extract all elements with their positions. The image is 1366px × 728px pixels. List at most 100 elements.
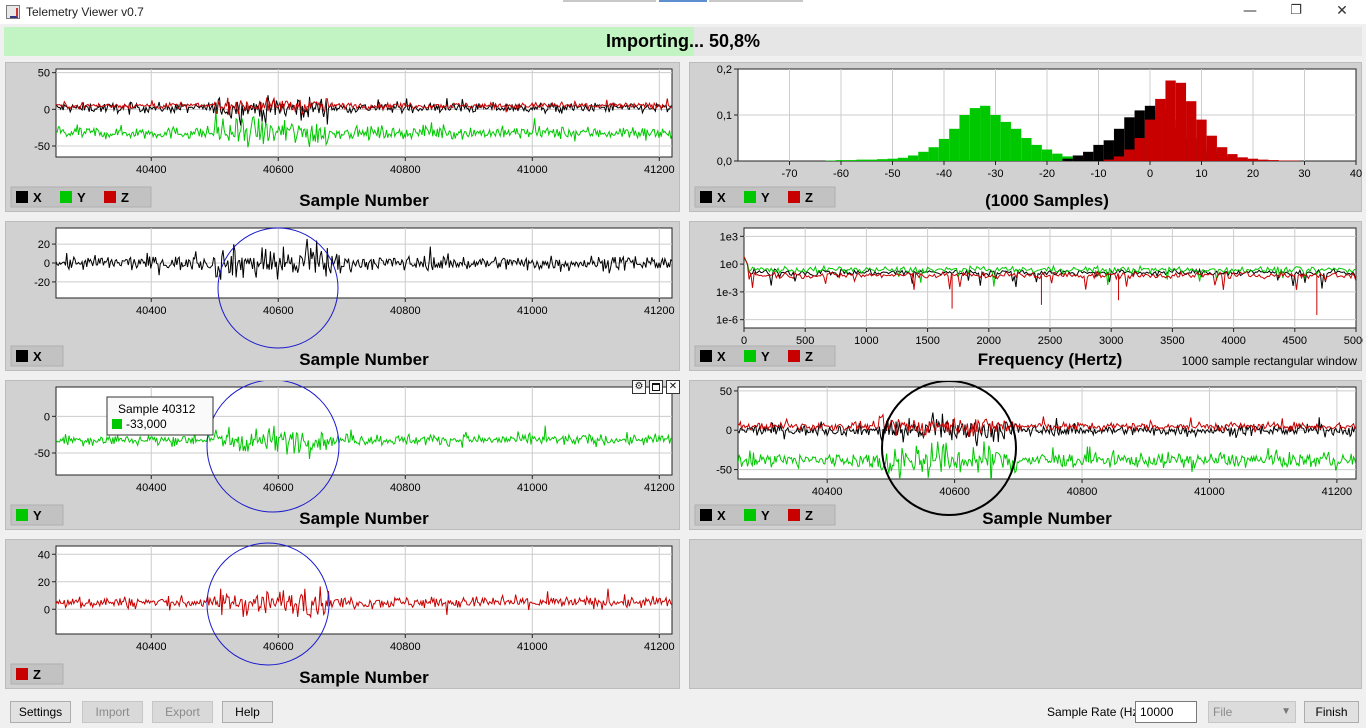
chart-panel-histogram[interactable]: -70 -60 -50 -40 -30 -20 -10 0 10 20 30 40 0,2 0,1 0,0 (… xyxy=(689,62,1362,212)
histogram-bar-z xyxy=(1227,154,1238,161)
histogram-bar-x xyxy=(1113,128,1125,161)
line-series-x xyxy=(56,238,672,280)
import-progress-bar: Importing... 50,8% xyxy=(4,27,1362,56)
title-bar-tab-mark xyxy=(563,0,656,2)
tick-label-y: -50 xyxy=(716,465,732,477)
histogram-bar-y xyxy=(907,155,919,161)
histogram-bar-x xyxy=(1134,110,1145,161)
tick-label-x: 0 xyxy=(1147,168,1153,180)
chart-panel-x-time[interactable]: 40400 40600 40800 41000 41200 20 0 -20 Sample Nu… xyxy=(5,221,680,371)
chart-svg-y_time: 40400 40600 40800 41000 41200 0 -50 Sample Numb… xyxy=(10,381,675,528)
highlight-ring xyxy=(217,227,339,349)
close-button[interactable]: ✕ xyxy=(1336,3,1348,19)
legend-label-z: Z xyxy=(805,349,813,364)
histogram-bar-y xyxy=(846,160,857,161)
legend-label-x: X xyxy=(33,190,42,205)
tick-label-x: 40400 xyxy=(136,305,167,317)
export-button[interactable]: Export xyxy=(152,701,213,723)
legend-label-x: X xyxy=(717,190,726,205)
series-group xyxy=(56,95,672,148)
histogram-bar-y xyxy=(1052,153,1063,161)
empty-chart-slot[interactable] xyxy=(689,539,1362,689)
minimize-button[interactable]: — xyxy=(1243,3,1257,19)
tick-label-x: 4500 xyxy=(1283,335,1307,347)
help-button[interactable]: Help xyxy=(222,701,273,723)
histogram-bar-x xyxy=(1103,140,1114,161)
chart-svg-xyz_time: 40400 40600 40800 41000 41200 50 0 -50 Sample Nu… xyxy=(10,68,675,210)
legend-swatch-z xyxy=(16,668,28,680)
histogram-bar-z xyxy=(1186,101,1197,161)
tick-label-x: 1500 xyxy=(915,335,939,347)
histogram-bar-z xyxy=(1206,135,1217,161)
chart-svg-x_time: 40400 40600 40800 41000 41200 20 0 -20 Sample Nu… xyxy=(10,227,675,369)
plot-area xyxy=(55,68,673,158)
histogram-bar-z xyxy=(1134,138,1145,161)
tick-label-x: 0 xyxy=(741,335,747,347)
legend-swatch-y xyxy=(60,191,72,203)
maximize-icon[interactable] xyxy=(649,380,663,394)
legend-label-y: Y xyxy=(761,508,770,523)
tick-label-x: 41000 xyxy=(517,641,548,653)
histogram-bar-y xyxy=(938,138,950,161)
histogram-bar-z xyxy=(1165,80,1176,161)
histogram-bar-y xyxy=(949,128,960,161)
fft-series-x xyxy=(744,256,1356,289)
tick-label-y: 0,2 xyxy=(717,64,732,76)
x-axis-label: Frequency (Hertz) xyxy=(978,350,1123,369)
highlight-ring xyxy=(881,381,1017,516)
tick-label-y: 0 xyxy=(44,104,50,116)
line-series-z xyxy=(56,96,672,115)
tick-label-y: 50 xyxy=(38,68,50,80)
import-button[interactable]: Import xyxy=(82,701,143,723)
settings-button[interactable]: Settings xyxy=(10,701,71,723)
histogram-bar-y xyxy=(866,159,878,161)
chart-panel-xyz-time[interactable]: 40400 40600 40800 41000 41200 50 0 -50 Sample Nu… xyxy=(5,62,680,212)
close-icon[interactable]: ✕ xyxy=(666,380,680,394)
tick-label-x: 3000 xyxy=(1099,335,1123,347)
chart-svg-z_time: 40400 40600 40800 41000 41200 40 20 0 Sample Num… xyxy=(10,542,675,687)
chart-panel-xyz-time-2[interactable]: 40400 40600 40800 41000 41200 50 0 -50 Sample Nu… xyxy=(689,380,1362,530)
tick-label-x: 40600 xyxy=(263,482,294,494)
tick-label-x: 40800 xyxy=(390,641,421,653)
tick-label-x: -40 xyxy=(936,168,952,180)
legend-label-y: Y xyxy=(761,349,770,364)
tick-label-x: -50 xyxy=(885,168,901,180)
tick-label-x: -10 xyxy=(1091,168,1107,180)
histogram-bar-z xyxy=(1144,119,1156,161)
histogram-bar-z xyxy=(1155,98,1166,161)
tick-label-x: 40600 xyxy=(263,641,294,653)
tick-label-x: -30 xyxy=(988,168,1004,180)
x-axis-label: (1000 Samples) xyxy=(985,191,1109,210)
restore-button[interactable]: ❐ xyxy=(1290,3,1302,18)
tick-label-x: 40800 xyxy=(1067,486,1098,498)
gear-icon[interactable]: ⚙ xyxy=(632,380,646,394)
tick-label-x: 41000 xyxy=(517,305,548,317)
port-select[interactable]: File ▼ xyxy=(1208,701,1296,723)
chart-panel-z-time[interactable]: 40400 40600 40800 41000 41200 40 20 0 Sample Num… xyxy=(5,539,680,689)
histogram-bar-x xyxy=(1062,158,1073,161)
histogram-bar-z xyxy=(1237,157,1248,161)
fft-series-z xyxy=(744,256,1356,290)
tick-label-x: 4000 xyxy=(1221,335,1245,347)
tick-label-x: 40400 xyxy=(136,482,167,494)
histogram-bar-y xyxy=(1031,144,1042,161)
legend-swatch-x xyxy=(700,509,712,521)
legend-label-x: X xyxy=(33,349,42,364)
sample-rate-input[interactable]: 10000 xyxy=(1135,701,1197,723)
legend-swatch-z xyxy=(104,191,116,203)
histogram-bar-x xyxy=(1072,155,1084,161)
tooltip-value: -33,000 xyxy=(126,417,167,431)
x-axis-label: Sample Number xyxy=(299,509,429,528)
tick-label-y: -20 xyxy=(34,277,50,289)
legend-swatch-y xyxy=(16,509,28,521)
finish-button[interactable]: Finish xyxy=(1304,701,1359,723)
legend-swatch-z xyxy=(788,350,800,362)
chart-panel-frequency[interactable]: 0 500 1000 1500 2000 2500 3000 3500 4000 4500 5000… xyxy=(689,221,1363,371)
chart-panel-y-time[interactable]: 40400 40600 40800 41000 41200 0 -50 Sample Numb… xyxy=(5,380,680,530)
legend-swatch-y xyxy=(744,350,756,362)
tick-label-x: 5000 xyxy=(1344,335,1363,347)
tick-label-x: 20 xyxy=(1247,168,1259,180)
legend-label-x: X xyxy=(717,349,726,364)
tick-label-x: 40800 xyxy=(390,305,421,317)
histogram-bar-y xyxy=(928,147,939,161)
